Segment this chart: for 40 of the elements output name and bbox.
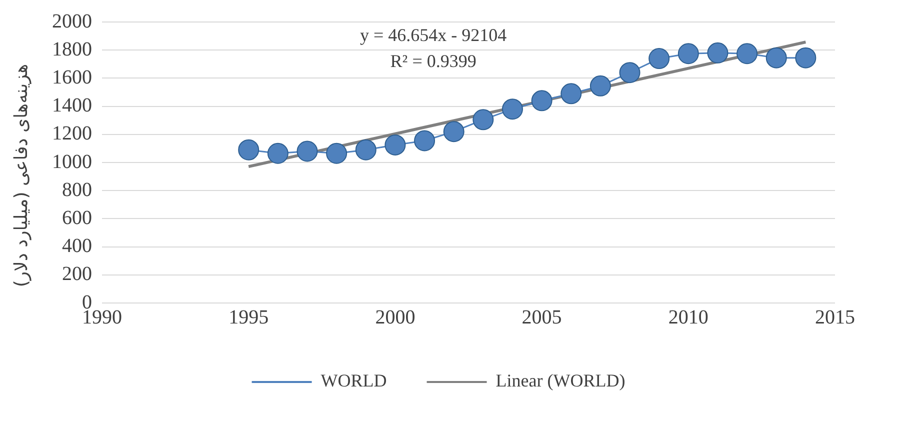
point xyxy=(736,43,758,64)
y-tick-label: 200 xyxy=(62,263,92,286)
point xyxy=(795,47,816,68)
y-tick-label: 2000 xyxy=(52,10,92,32)
y-axis-title: هزینه‌های دفاعی (میلیارد دلار) xyxy=(12,63,32,287)
legend-label: Linear (WORLD) xyxy=(496,370,626,391)
point xyxy=(326,142,348,164)
point xyxy=(296,140,318,162)
legend-label: WORLD xyxy=(320,370,387,391)
point xyxy=(707,42,728,64)
point xyxy=(531,90,552,112)
x-tick-label: 2015 xyxy=(815,306,855,328)
y-tick-label: 1600 xyxy=(52,66,92,88)
x-tick-label: 2005 xyxy=(522,306,562,328)
annotation: y = 46.654x - 92104 xyxy=(360,24,507,47)
point xyxy=(472,109,494,130)
point xyxy=(502,98,523,120)
y-tick-label: 800 xyxy=(62,178,92,201)
y-tick-label: 600 xyxy=(62,206,92,229)
point xyxy=(355,139,376,160)
point xyxy=(560,83,582,104)
x-tick-label: 2000 xyxy=(375,306,416,328)
x-tick-label: 1995 xyxy=(228,306,269,328)
point xyxy=(443,121,464,142)
point xyxy=(678,43,699,64)
y-tick-label: 400 xyxy=(62,235,92,258)
y-tick-label: 1800 xyxy=(52,38,92,60)
annotation: R² = 0.9399 xyxy=(389,50,478,73)
y-tick-label: 1400 xyxy=(52,94,92,117)
point xyxy=(238,139,260,160)
y-tick-label: 1200 xyxy=(52,122,92,145)
point xyxy=(648,48,670,70)
y-tick-label: 1000 xyxy=(52,150,92,173)
x-tick-label: 2010 xyxy=(668,306,708,328)
point xyxy=(414,130,436,152)
point xyxy=(766,47,787,68)
point xyxy=(590,75,611,96)
point xyxy=(619,62,640,84)
point xyxy=(384,134,406,156)
point xyxy=(267,142,288,164)
